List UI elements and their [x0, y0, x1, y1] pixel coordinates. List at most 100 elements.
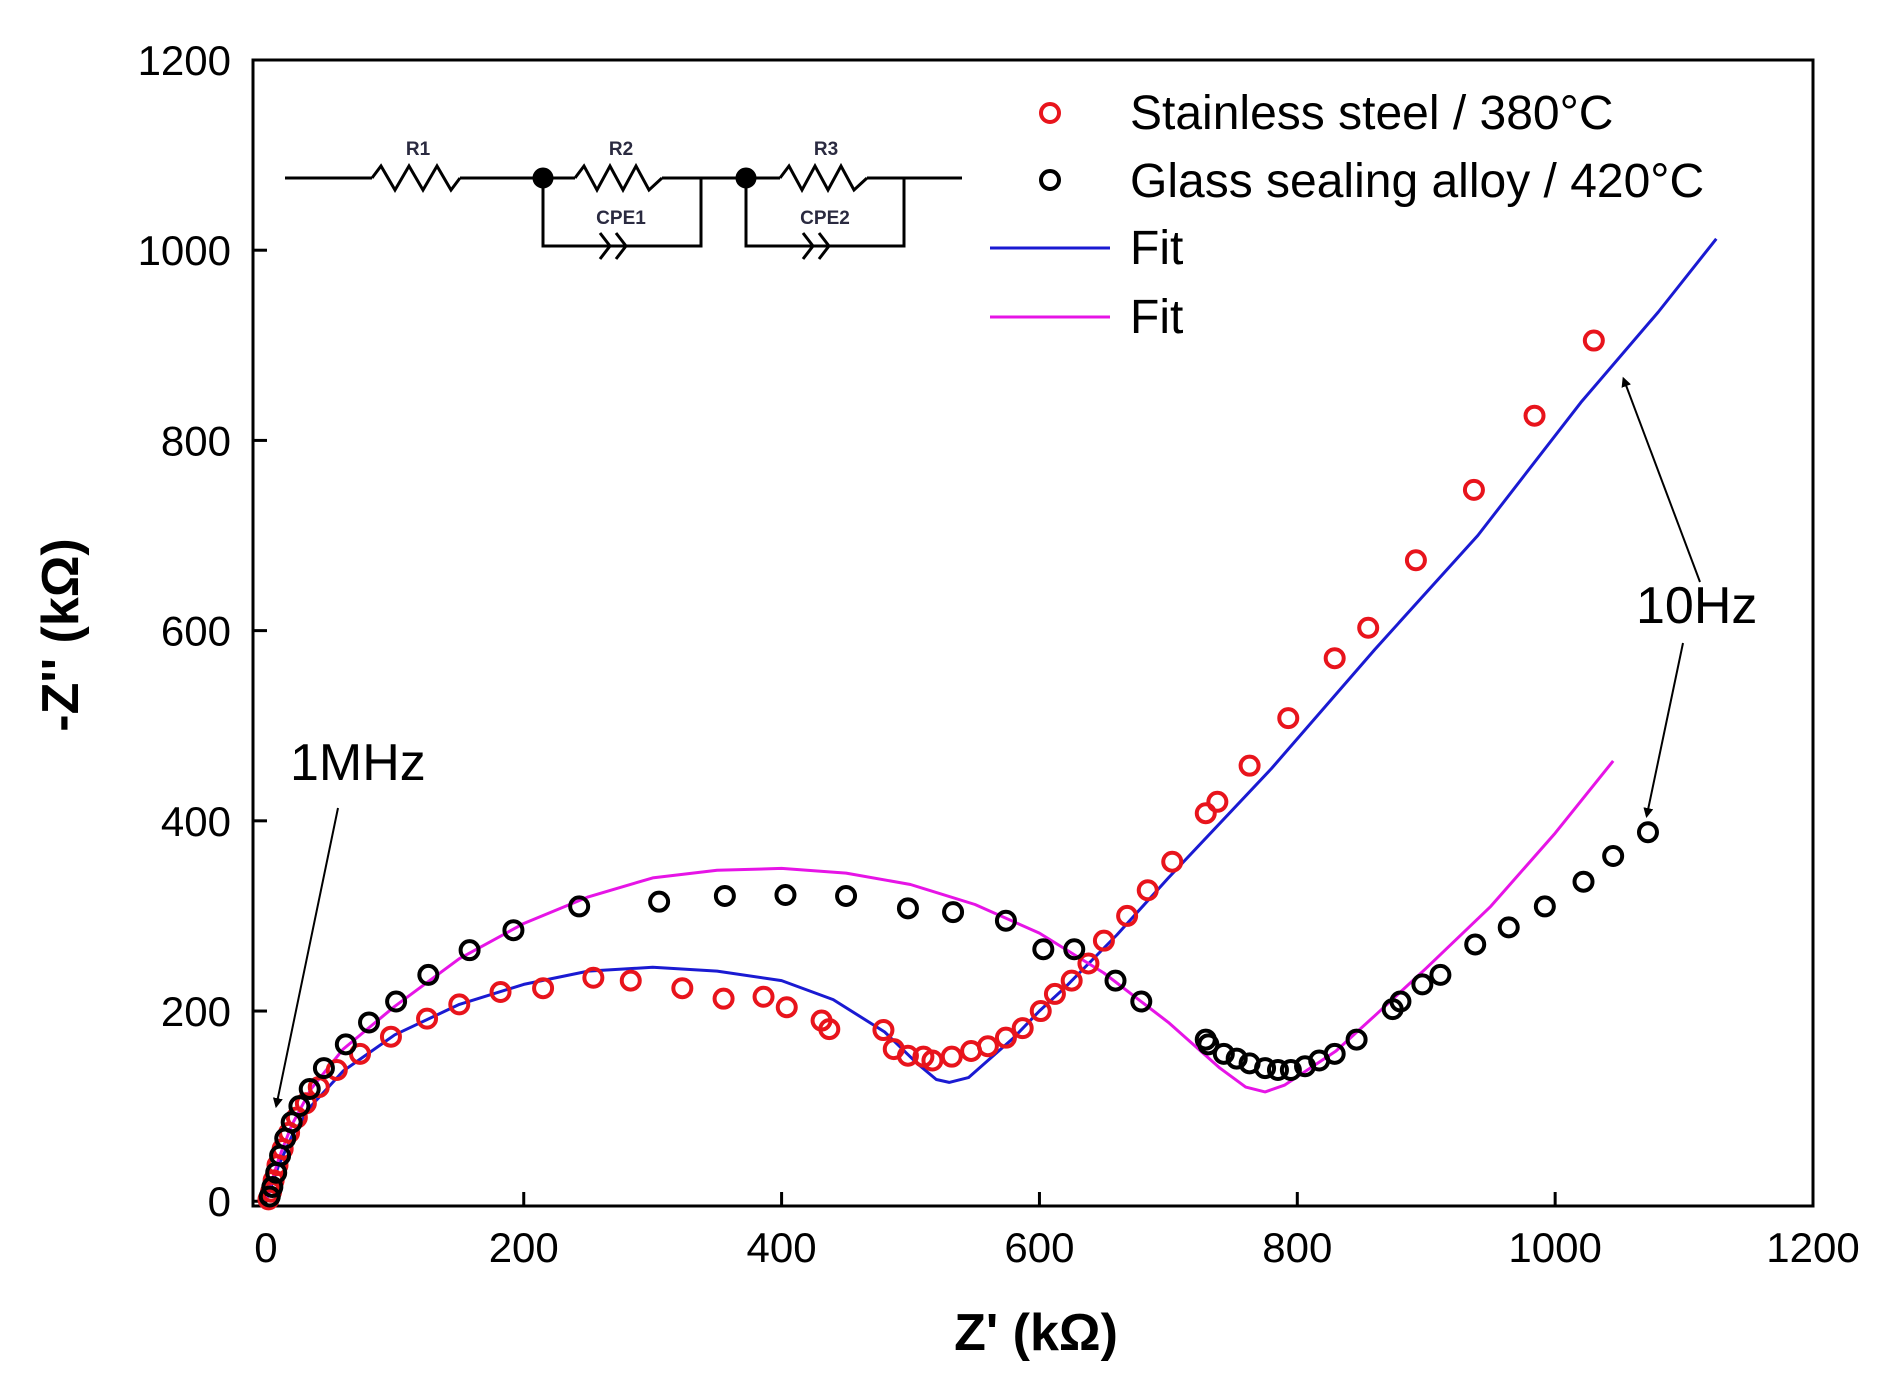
fit-line-2 [264, 237, 1718, 1202]
resistor-r3-symbol [778, 162, 869, 194]
data-point-series-0 [994, 1026, 1017, 1049]
data-point-series-0 [379, 1025, 402, 1048]
cpe2-symbol-second [817, 232, 831, 260]
data-point-series-0 [872, 1019, 895, 1042]
data-point-series-1 [502, 919, 525, 942]
data-point-series-1 [568, 895, 591, 918]
data-point-series-1 [1429, 963, 1452, 986]
circuit-label-r3: R3 [814, 139, 838, 160]
data-point-series-1 [1464, 933, 1487, 956]
data-point-series-1 [258, 1185, 281, 1208]
x-tick-label: 0 [254, 1224, 277, 1271]
data-point-series-0 [1462, 478, 1485, 501]
data-point-series-0 [712, 987, 735, 1010]
data-point-series-1 [458, 939, 481, 962]
legend-label-stainless: Stainless steel / 380°C [1130, 87, 1613, 140]
data-point-series-1 [1130, 990, 1153, 1013]
x-axis: 0 200 400 600 800 1000 1200 [254, 1192, 1860, 1271]
data-point-series-1 [298, 1078, 321, 1101]
x-tick-label: 200 [489, 1224, 559, 1271]
data-point-series-1 [994, 909, 1017, 932]
data-point-series-1 [648, 890, 671, 913]
data-point-series-0 [1404, 549, 1427, 572]
y-tick-label: 600 [161, 608, 231, 655]
data-point-series-0 [1029, 1000, 1052, 1023]
legend-marker-glass [1039, 169, 1061, 191]
data-point-series-1 [1063, 938, 1086, 961]
data-point-series-0 [1523, 404, 1546, 427]
data-point-series-0 [1043, 982, 1066, 1005]
data-point-series-0 [921, 1049, 944, 1072]
y-tick-label: 800 [161, 417, 231, 464]
data-point-series-0 [1194, 802, 1217, 825]
legend-label-fit-blue: Fit [1130, 222, 1183, 275]
data-point-series-1 [358, 1011, 381, 1034]
x-tick-label: 400 [747, 1224, 817, 1271]
legend-label-fit-magenta: Fit [1130, 291, 1183, 344]
data-point-series-1 [1212, 1042, 1235, 1065]
data-point-series-1 [1104, 969, 1127, 992]
circuit-label-r1: R1 [406, 139, 431, 160]
resistor-r1-symbol [370, 163, 462, 193]
data-point-series-1 [1254, 1057, 1277, 1080]
data-point-series-1 [942, 901, 965, 924]
resistor-r2-symbol [573, 162, 664, 194]
circuit-label-r2: R2 [609, 139, 633, 160]
data-point-series-0 [671, 977, 694, 1000]
data-point-series-1 [896, 897, 919, 920]
data-markers [257, 329, 1659, 1211]
data-point-series-0 [896, 1044, 919, 1067]
y-axis: 0 200 400 600 800 1000 1200 [138, 37, 267, 1225]
data-point-series-1 [1225, 1047, 1248, 1070]
data-point-series-0 [325, 1059, 348, 1082]
data-point-series-0 [775, 996, 798, 1019]
data-point-series-1 [312, 1057, 335, 1080]
data-point-series-0 [1277, 707, 1300, 730]
plot-frame [251, 58, 1815, 1208]
annotation-10hz-label: 10Hz [1636, 577, 1757, 635]
cpe1-branch-wire [541, 178, 703, 248]
data-point-series-1 [1602, 845, 1625, 868]
data-point-series-1 [1636, 821, 1659, 844]
circuit-label-cpe1: CPE1 [596, 208, 646, 229]
data-point-series-0 [1092, 929, 1115, 952]
data-point-series-1 [1279, 1059, 1302, 1082]
cpe2-symbol [801, 232, 815, 260]
data-point-series-0 [1077, 952, 1100, 975]
x-tick-label: 800 [1262, 1224, 1332, 1271]
data-point-series-1 [385, 990, 408, 1013]
data-point-series-1 [1323, 1042, 1346, 1065]
data-point-series-0 [307, 1076, 330, 1099]
data-point-series-0 [940, 1045, 963, 1068]
data-point-series-1 [288, 1095, 311, 1118]
data-point-series-0 [1161, 850, 1184, 873]
circuit-label-cpe2: CPE2 [800, 208, 850, 229]
y-tick-label: 400 [161, 798, 231, 845]
data-point-series-1 [1411, 973, 1434, 996]
x-tick-label: 1200 [1766, 1224, 1859, 1271]
data-point-series-0 [582, 966, 605, 989]
data-point-series-1 [713, 884, 736, 907]
data-point-series-1 [417, 963, 440, 986]
data-point-series-0 [1116, 904, 1139, 927]
y-tick-label: 1000 [138, 227, 231, 274]
circuit-node-2 [735, 167, 757, 189]
legend-marker-stainless [1039, 102, 1061, 124]
data-point-series-0 [1323, 647, 1346, 670]
data-point-series-0 [619, 969, 642, 992]
data-point-series-0 [818, 1018, 841, 1041]
data-point-series-0 [448, 993, 471, 1016]
circuit-node-1 [532, 167, 554, 189]
x-axis-title: Z' (kΩ) [954, 1304, 1118, 1362]
data-point-series-1 [1572, 870, 1595, 893]
x-tick-label: 600 [1004, 1224, 1074, 1271]
cpe2-branch-wire [744, 178, 906, 248]
annotation-10hz-arrow-lower [1643, 642, 1684, 819]
data-point-series-0 [976, 1035, 999, 1058]
x-tick-label: 1000 [1508, 1224, 1601, 1271]
legend: Stainless steel / 380°C Glass sealing al… [990, 87, 1704, 344]
data-point-series-0 [489, 981, 512, 1004]
y-axis-title: -Z'' (kΩ) [32, 538, 90, 732]
data-point-series-1 [1497, 916, 1520, 939]
